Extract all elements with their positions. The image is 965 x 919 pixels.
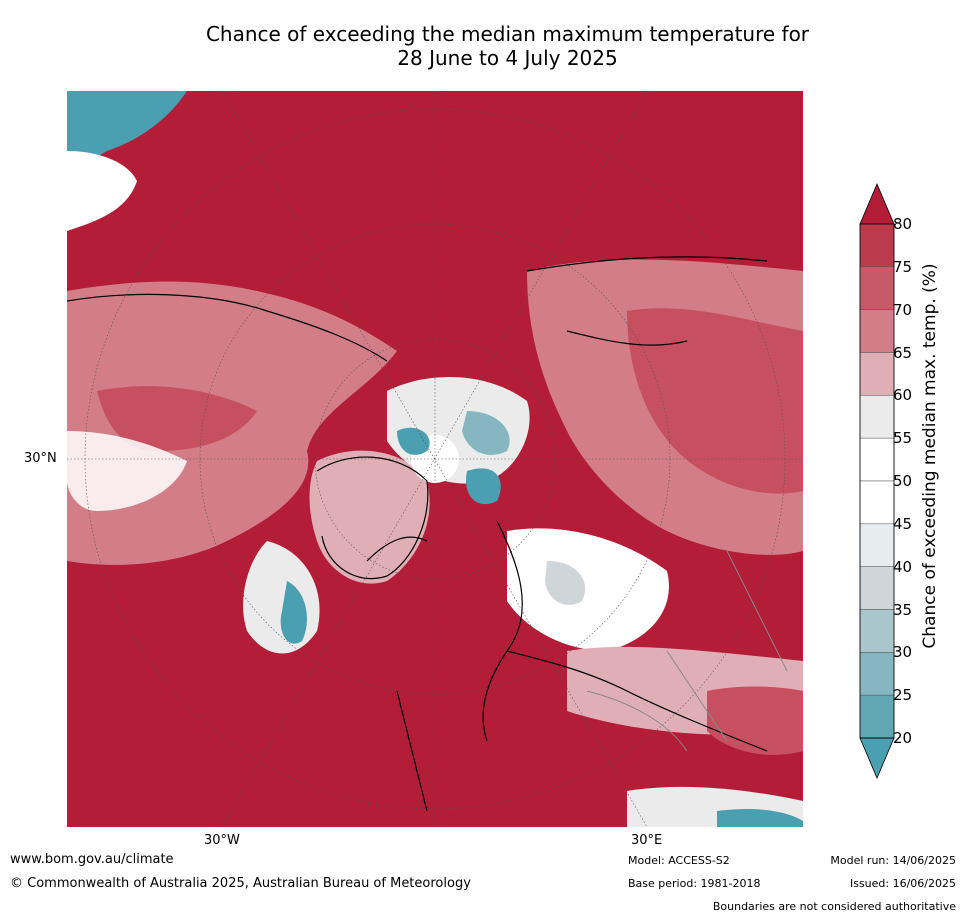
- colorbar-outline: [859, 223, 895, 739]
- colorbar-segment: [859, 694, 895, 739]
- colorbar-segment: [859, 437, 895, 482]
- colorbar-tick-label: 30: [893, 643, 913, 662]
- colorbar-segment: [859, 523, 895, 567]
- colorbar-extend-top: [859, 182, 895, 225]
- colorbar-tick-label: 75: [893, 257, 913, 276]
- colorbar-segments: [859, 182, 895, 780]
- north-africa-cool: [717, 809, 803, 827]
- colorbar-segment: [859, 223, 895, 268]
- colorbar-title-text: Chance of exceeding median max. temp. (%…: [920, 263, 940, 649]
- probability-map: [67, 91, 803, 827]
- colorbar-tick-label: 55: [893, 429, 913, 448]
- colorbar-tick-label: 50: [893, 472, 913, 490]
- colorbar: [859, 182, 895, 780]
- colorbar-segment: [859, 309, 895, 353]
- colorbar-tick-label: 40: [893, 557, 913, 576]
- map-title: Chance of exceeding the median maximum t…: [0, 22, 965, 70]
- colorbar-tick-label: 80: [893, 215, 913, 233]
- colorbar-tick-label: 65: [893, 343, 913, 362]
- colorbar-tick-label: 60: [893, 386, 913, 405]
- footer-copyright: © Commonwealth of Australia 2025, Austra…: [10, 876, 471, 891]
- latitude-label-30n: 30°N: [24, 451, 57, 466]
- barents-cool-region: [466, 468, 501, 505]
- title-line-1: Chance of exceeding the median maximum t…: [205, 22, 810, 46]
- footer-model-run: Model run: 14/06/2025: [830, 854, 956, 867]
- europe-high-region: [707, 686, 803, 755]
- longitude-label-30w: 30°W: [204, 833, 240, 848]
- coastlines: [67, 256, 768, 812]
- colorbar-extend-bottom: [859, 737, 895, 780]
- colorbar-segment: [859, 480, 895, 525]
- graticule: [67, 91, 803, 827]
- borders: [586, 550, 788, 752]
- longitude-label-30e: 30°E: [631, 833, 663, 848]
- footer-base-period: Base period: 1981-2018: [628, 877, 761, 890]
- title-line-2: 28 June to 4 July 2025: [397, 46, 618, 70]
- pole-cool-patch: [397, 427, 430, 455]
- scandinavia-russia-neutral: [507, 528, 669, 651]
- greenland-region: [309, 450, 430, 584]
- north-america-high-region: [97, 386, 257, 451]
- footer-model: Model: ACCESS-S2: [628, 854, 730, 867]
- north-america-neutral-region: [67, 431, 187, 511]
- neutral-region-alaska: [67, 151, 137, 231]
- footer-disclaimer: Boundaries are not considered authoritat…: [712, 900, 956, 913]
- atlantic-cool-region: [280, 581, 307, 644]
- colorbar-tick-label: 25: [893, 686, 913, 705]
- arctic-cool-region: [462, 411, 510, 455]
- colorbar-tick-label: 35: [893, 600, 913, 619]
- colorbar-tick-label: 45: [893, 514, 913, 533]
- map-graphic: [67, 91, 803, 827]
- siberia-high-region: [627, 308, 803, 494]
- russia-cool-patch: [545, 561, 586, 605]
- footer-website: www.bom.gov.au/climate: [10, 852, 174, 867]
- colorbar-tick-label: 20: [893, 729, 913, 747]
- footer-issued: Issued: 16/06/2025: [849, 877, 956, 890]
- colorbar-segment: [859, 652, 895, 696]
- colorbar-segment: [859, 609, 895, 653]
- colorbar-segment: [859, 266, 895, 310]
- colorbar-segment: [859, 395, 895, 439]
- blue-region-northeast-pacific: [67, 91, 187, 191]
- colorbar-segment: [859, 352, 895, 396]
- colorbar-segment: [859, 566, 895, 610]
- colorbar-tick-label: 70: [893, 300, 913, 319]
